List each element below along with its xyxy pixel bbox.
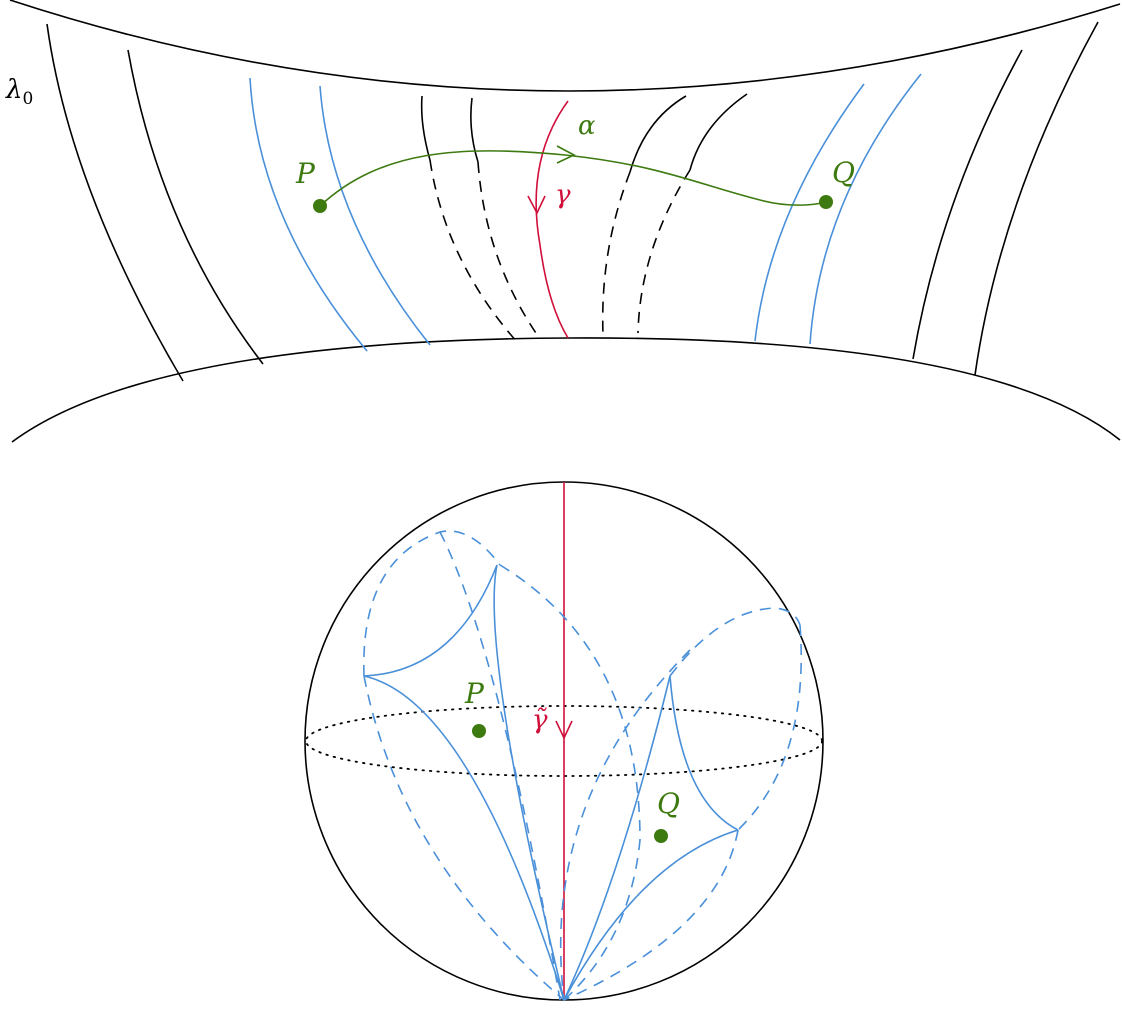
ball-panel	[304, 481, 824, 1001]
right-dashed-hemisphere-outer	[737, 624, 803, 831]
left-dashed-hemisphere-back	[499, 564, 641, 1001]
label-gamma-tilde: γ̃	[532, 705, 548, 735]
label-p-top: P	[295, 157, 316, 190]
left-dashed-hemisphere-front	[363, 675, 565, 1001]
gamma-arrowhead	[527, 195, 546, 215]
right-triangle-edge-outer[interactable]	[563, 829, 739, 1001]
right-dashed-hemisphere-top	[669, 607, 801, 677]
label-q-bottom: Q	[657, 787, 680, 820]
leaf-black-center-4-solid	[689, 93, 748, 171]
leaf-black-center-2-dashed	[477, 161, 541, 340]
label-q-top: Q	[832, 156, 855, 189]
point-q-top[interactable]	[819, 195, 833, 209]
leaf-black-center-3-solid	[629, 95, 687, 173]
left-triangle-edge-top[interactable]	[363, 564, 498, 677]
surface-panel	[9, 0, 1121, 443]
leaf-blue-left-2[interactable]	[319, 85, 431, 346]
label-lambda-subscript: 0	[22, 89, 33, 109]
closed-geodesic-gamma[interactable]	[535, 100, 569, 339]
leaf-black-center-3-dashed	[601, 171, 631, 335]
point-p-top[interactable]	[313, 199, 327, 213]
label-alpha: α	[578, 111, 596, 141]
leaf-black-right-1	[912, 49, 1023, 360]
point-p-bottom[interactable]	[472, 724, 486, 738]
gamma-tilde-arrowhead	[555, 720, 573, 740]
leaf-black-center-4-dashed	[637, 169, 691, 334]
surface-top-boundary	[9, 0, 1121, 92]
leaf-black-right-2	[974, 21, 1099, 376]
surface-bottom-boundary	[11, 337, 1121, 443]
leaf-black-center-1-solid	[420, 95, 431, 161]
right-triangle-edge-inner[interactable]	[563, 675, 671, 1001]
leaf-black-center-2-solid	[470, 97, 479, 163]
label-gamma: γ	[555, 180, 571, 210]
leaf-black-left-1	[46, 23, 184, 382]
leaf-black-center-1-dashed	[429, 159, 518, 343]
right-dashed-hemisphere-front	[563, 829, 739, 1001]
label-lambda-symbol: λ	[5, 75, 22, 105]
left-triangle-edge-outer[interactable]	[363, 675, 565, 1001]
leaf-blue-right-1[interactable]	[754, 83, 865, 342]
path-alpha[interactable]	[319, 150, 827, 207]
label-lambda-0: λ0	[5, 75, 33, 109]
right-triangle-edge-side[interactable]	[669, 675, 739, 831]
label-p-bottom: P	[464, 677, 485, 710]
leaf-blue-right-2[interactable]	[809, 73, 922, 345]
point-q-bottom[interactable]	[654, 829, 668, 843]
left-triangle-edge-inner[interactable]	[493, 564, 565, 1001]
alpha-arrowhead	[556, 145, 576, 164]
left-dashed-hemisphere-outer	[363, 530, 501, 677]
right-dashed-hemisphere-inner	[559, 649, 691, 1001]
leaf-black-left-2	[127, 49, 264, 365]
leaf-blue-left-1[interactable]	[249, 77, 368, 352]
left-dashed-hemisphere-inner	[439, 531, 561, 1001]
